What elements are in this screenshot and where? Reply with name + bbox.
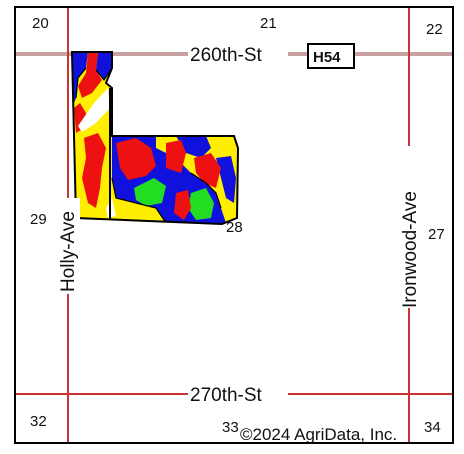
zone-green [134, 178, 166, 206]
section-number: 27 [428, 226, 445, 243]
zone-red [116, 138, 156, 180]
road-label-260th-st: 260th-St [190, 45, 263, 66]
section-number: 22 [426, 21, 443, 38]
zone-red [174, 190, 191, 220]
copyright-notice: ©2024 AgriData, Inc. [240, 425, 397, 442]
zone-red [166, 140, 186, 173]
section-number: 32 [30, 413, 47, 430]
section-number: 28 [226, 219, 243, 236]
section-number: 33 [222, 419, 239, 436]
zone-green [188, 188, 214, 220]
zone-blue [216, 156, 236, 203]
zone-white [78, 88, 110, 132]
highway-shield-label: H54 [313, 49, 341, 66]
zone-red [194, 153, 221, 188]
section-number: 29 [30, 211, 47, 228]
road-label-ironwood-ave: Ironwood-Ave [400, 191, 421, 308]
section-number: 34 [424, 419, 441, 436]
zone-red [78, 52, 102, 98]
highway-shield-h54: H54 [307, 43, 355, 69]
zone-blue [176, 136, 211, 158]
section-number: 20 [32, 15, 49, 32]
road-label-holly-ave: Holly-Ave [58, 211, 79, 292]
field-map: 260th-St 270th-St Holly-Ave Ironwood-Ave… [16, 8, 452, 442]
map-frame: 260th-St 270th-St Holly-Ave Ironwood-Ave… [14, 6, 454, 444]
section-number: 21 [260, 15, 277, 32]
road-label-270th-st: 270th-St [190, 385, 263, 406]
field-boundary [70, 51, 240, 226]
zone-red [82, 133, 106, 208]
field [72, 52, 238, 224]
